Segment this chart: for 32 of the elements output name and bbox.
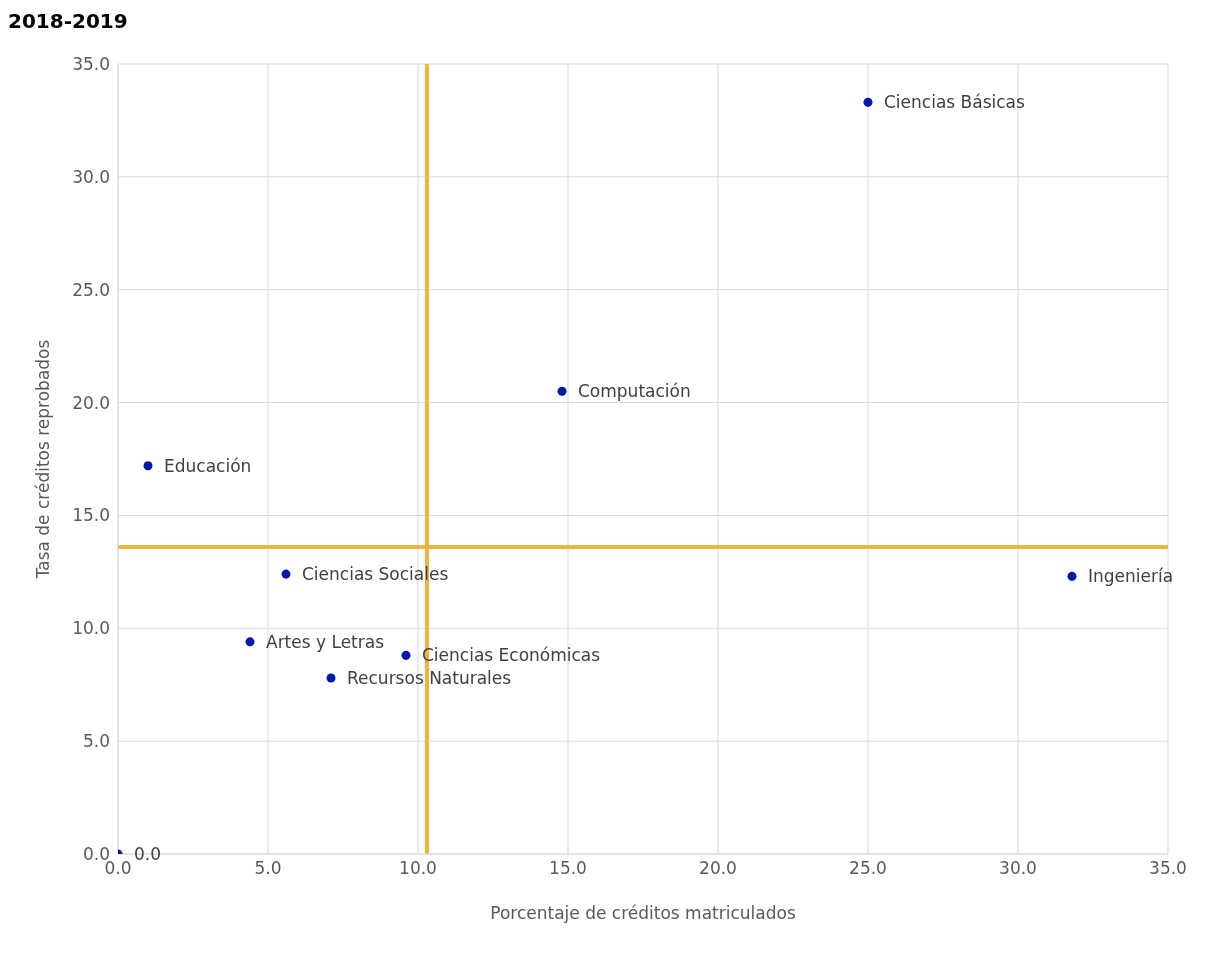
y-tick-label: 10.0 <box>72 618 110 639</box>
x-tick-label: 30.0 <box>999 858 1037 879</box>
point <box>281 569 291 579</box>
annotation: Artes y Letras <box>266 631 385 652</box>
point <box>401 650 411 660</box>
x-tick-label: 5.0 <box>254 858 282 879</box>
point <box>863 97 873 107</box>
x-tick-label: 15.0 <box>549 858 587 879</box>
chart-title: 2018-2019 <box>8 8 129 34</box>
x-tick-label: 35.0 <box>1149 858 1187 879</box>
x-tick-label: 10.0 <box>399 858 437 879</box>
point <box>557 386 567 396</box>
annotation: Educación <box>164 455 252 476</box>
annotation: Recursos Naturales <box>347 667 512 688</box>
annotation: Ciencias Básicas <box>884 92 1025 113</box>
point <box>326 673 336 683</box>
point <box>143 461 153 471</box>
x-tick-label: 25.0 <box>849 858 887 879</box>
x-axis-title: Porcentaje de créditos matriculados <box>490 903 796 923</box>
y-tick-label: 30.0 <box>72 166 110 187</box>
y-tick-label: 15.0 <box>72 505 110 526</box>
y-tick-label: 20.0 <box>72 392 110 413</box>
annotation: Ingeniería <box>1088 566 1174 587</box>
annotation: Computación <box>578 381 691 402</box>
annotation: 0.0 <box>134 844 162 865</box>
y-tick-label: 35.0 <box>72 54 110 75</box>
point <box>1067 571 1077 581</box>
y-tick-label: 5.0 <box>82 731 110 752</box>
y-axis-title: Tasa de créditos reprobados <box>33 339 54 580</box>
x-tick-label: 20.0 <box>699 858 737 879</box>
point <box>245 637 255 647</box>
y-tick-label: 25.0 <box>72 279 110 300</box>
